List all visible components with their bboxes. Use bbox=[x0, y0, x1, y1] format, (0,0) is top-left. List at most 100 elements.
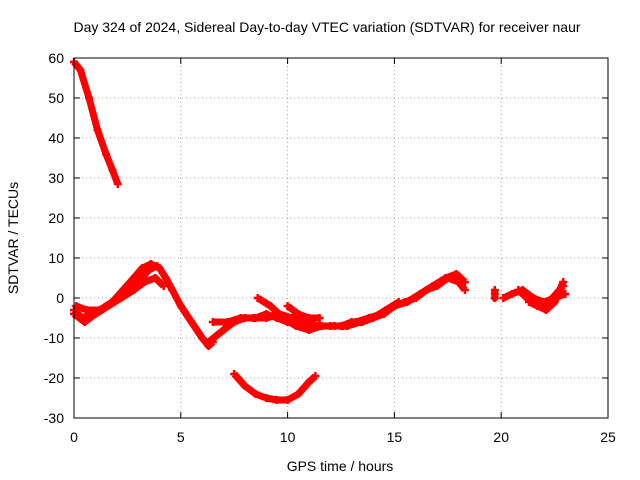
data-point bbox=[452, 270, 461, 278]
data-point bbox=[533, 302, 542, 310]
data-point bbox=[102, 150, 111, 158]
data-point bbox=[381, 306, 390, 314]
data-point bbox=[403, 298, 412, 306]
data-point bbox=[304, 314, 313, 322]
data-point bbox=[441, 274, 450, 282]
data-point bbox=[394, 298, 403, 306]
series-arc-1c bbox=[72, 262, 162, 314]
data-point bbox=[168, 286, 177, 294]
data-point bbox=[198, 334, 207, 342]
series-arc-late-3 bbox=[524, 278, 568, 314]
data-point bbox=[253, 294, 262, 302]
data-point bbox=[93, 126, 102, 134]
data-point bbox=[262, 314, 271, 322]
x-tick-label: 15 bbox=[387, 429, 403, 445]
series-arc-2b bbox=[208, 270, 469, 330]
y-tick-label: 20 bbox=[48, 210, 64, 226]
data-point bbox=[113, 180, 122, 188]
data-point bbox=[151, 274, 160, 282]
series-arc-late-dots bbox=[490, 286, 499, 302]
data-point bbox=[460, 286, 469, 294]
data-point bbox=[416, 290, 425, 298]
data-point bbox=[236, 314, 245, 322]
data-point bbox=[315, 314, 324, 322]
data-point bbox=[490, 290, 499, 298]
series-arc-2d bbox=[283, 302, 324, 322]
data-point bbox=[240, 382, 249, 390]
x-tick-label: 10 bbox=[280, 429, 296, 445]
data-point bbox=[161, 274, 170, 282]
data-point bbox=[129, 274, 138, 282]
data-point bbox=[76, 66, 85, 74]
data-point bbox=[80, 318, 89, 326]
data-point bbox=[343, 322, 352, 330]
x-tick-label: 25 bbox=[600, 429, 616, 445]
data-point bbox=[108, 298, 117, 306]
data-point bbox=[304, 326, 313, 334]
x-tick-label: 0 bbox=[70, 429, 78, 445]
data-point bbox=[317, 322, 326, 330]
data-point bbox=[559, 278, 568, 286]
x-tick-label: 5 bbox=[177, 429, 185, 445]
series-line bbox=[285, 303, 320, 322]
data-point bbox=[219, 326, 228, 334]
data-point bbox=[153, 262, 162, 270]
data-point bbox=[204, 338, 213, 346]
series-arc-2c bbox=[253, 294, 403, 334]
data-point bbox=[507, 290, 516, 298]
data-point bbox=[138, 264, 147, 272]
data-point bbox=[176, 302, 185, 310]
series-line bbox=[71, 59, 122, 186]
y-tick-label: -20 bbox=[44, 370, 64, 386]
y-tick-label: 10 bbox=[48, 250, 64, 266]
data-point bbox=[561, 290, 570, 298]
series-arc-descending bbox=[70, 58, 122, 188]
data-point bbox=[208, 318, 217, 326]
plot-frame bbox=[73, 57, 609, 419]
y-tick-label: -10 bbox=[44, 330, 64, 346]
data-point bbox=[251, 390, 260, 398]
data-point bbox=[294, 390, 303, 398]
y-tick-label: 60 bbox=[48, 50, 64, 66]
data-point bbox=[187, 318, 196, 326]
data-point bbox=[262, 394, 271, 402]
x-axis-label: GPS time / hours bbox=[287, 458, 394, 474]
data-point bbox=[550, 298, 559, 306]
data-point bbox=[460, 278, 469, 286]
data-point bbox=[499, 294, 508, 302]
data-point bbox=[95, 306, 104, 314]
data-point bbox=[249, 314, 258, 322]
data-point bbox=[330, 322, 339, 330]
data-point bbox=[356, 318, 365, 326]
data-point bbox=[144, 266, 153, 274]
data-point bbox=[72, 302, 81, 310]
series-line bbox=[255, 295, 401, 334]
data-point bbox=[369, 314, 378, 322]
data-point bbox=[279, 314, 288, 322]
y-tick-label: 50 bbox=[48, 90, 64, 106]
y-tick-label: 0 bbox=[56, 290, 64, 306]
data-point bbox=[84, 94, 93, 102]
data-point bbox=[230, 370, 239, 378]
data-point bbox=[108, 166, 117, 174]
y-tick-label: -30 bbox=[44, 410, 64, 426]
x-tick-label: 20 bbox=[493, 429, 509, 445]
data-point bbox=[121, 290, 130, 298]
y-axis-label: SDTVAR / TECUs bbox=[5, 182, 21, 294]
axis-ticks: 0 5 10 15 20 25 -30 -20 -10 0 10 20 30 40 50 60 bbox=[44, 50, 616, 445]
data-point bbox=[223, 318, 232, 326]
data-point bbox=[272, 396, 281, 404]
data-point bbox=[283, 396, 292, 404]
data-point bbox=[266, 302, 275, 310]
data-point bbox=[514, 286, 523, 294]
data-point bbox=[134, 278, 143, 286]
y-tick-label: 30 bbox=[48, 170, 64, 186]
grid bbox=[74, 58, 608, 418]
data-point bbox=[292, 322, 301, 330]
data-point bbox=[294, 310, 303, 318]
plot-area bbox=[70, 58, 570, 404]
data-point bbox=[428, 282, 437, 290]
series-line bbox=[74, 262, 159, 314]
